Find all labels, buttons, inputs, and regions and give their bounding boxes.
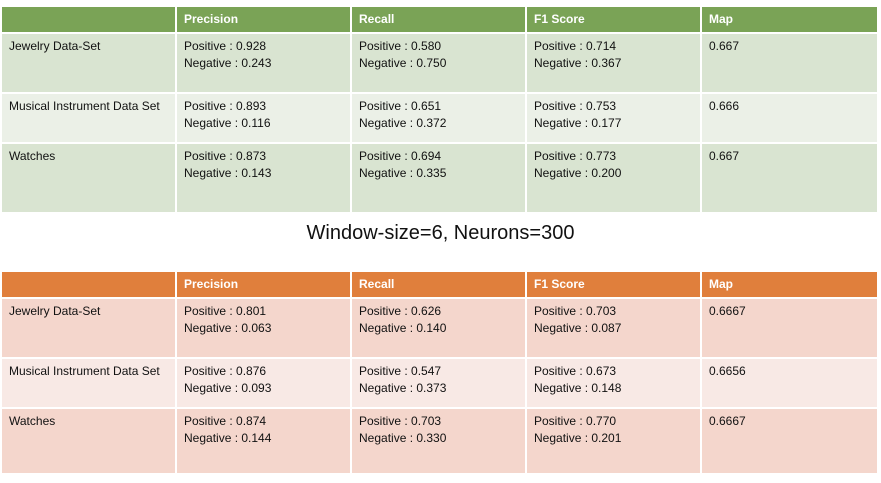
recall-positive: Positive : 0.547 (359, 364, 442, 378)
header-f1-score: F1 Score (525, 5, 702, 34)
recall-positive: Positive : 0.694 (359, 149, 442, 163)
map-cell: 0.667 (700, 142, 879, 214)
recall-positive: Positive : 0.703 (359, 414, 442, 428)
recall-positive: Positive : 0.626 (359, 304, 442, 318)
f1-negative: Negative : 0.200 (534, 166, 622, 180)
f1-positive: Positive : 0.714 (534, 39, 617, 53)
recall-cell: Positive : 0.626 Negative : 0.140 (350, 297, 527, 359)
dataset-name: Jewelry Data-Set (0, 297, 177, 359)
recall-negative: Negative : 0.140 (359, 321, 447, 335)
table-row: Musical Instrument Data Set Positive : 0… (0, 357, 879, 409)
precision-negative: Negative : 0.116 (184, 116, 271, 130)
f1-negative: Negative : 0.087 (534, 321, 622, 335)
precision-cell: Positive : 0.928 Negative : 0.243 (175, 32, 352, 94)
precision-cell: Positive : 0.873 Negative : 0.143 (175, 142, 352, 214)
header-cell-empty (0, 5, 177, 34)
dataset-name: Watches (0, 407, 177, 475)
f1-positive: Positive : 0.703 (534, 304, 617, 318)
header-map: Map (700, 5, 879, 34)
header-cell-empty (0, 270, 177, 299)
recall-negative: Negative : 0.330 (359, 431, 447, 445)
recall-cell: Positive : 0.547 Negative : 0.373 (350, 357, 527, 409)
recall-negative: Negative : 0.373 (359, 381, 447, 395)
map-cell: 0.6656 (700, 357, 879, 409)
f1-positive: Positive : 0.770 (534, 414, 617, 428)
precision-positive: Positive : 0.876 (184, 364, 267, 378)
precision-positive: Positive : 0.874 (184, 414, 267, 428)
precision-negative: Negative : 0.093 (184, 381, 272, 395)
header-row: Precision Recall F1 Score Map (0, 5, 879, 34)
recall-cell: Positive : 0.694 Negative : 0.335 (350, 142, 527, 214)
precision-cell: Positive : 0.801 Negative : 0.063 (175, 297, 352, 359)
recall-cell: Positive : 0.651 Negative : 0.372 (350, 92, 527, 144)
dataset-name: Musical Instrument Data Set (0, 357, 177, 409)
recall-positive: Positive : 0.651 (359, 99, 442, 113)
map-cell: 0.667 (700, 32, 879, 94)
precision-negative: Negative : 0.143 (184, 166, 272, 180)
table-row: Musical Instrument Data Set Positive : 0… (0, 92, 879, 144)
precision-cell: Positive : 0.876 Negative : 0.093 (175, 357, 352, 409)
precision-cell: Positive : 0.874 Negative : 0.144 (175, 407, 352, 475)
f1-cell: Positive : 0.773 Negative : 0.200 (525, 142, 702, 214)
recall-cell: Positive : 0.580 Negative : 0.750 (350, 32, 527, 94)
f1-negative: Negative : 0.201 (534, 431, 622, 445)
dataset-name: Watches (0, 142, 177, 214)
header-row: Precision Recall F1 Score Map (0, 270, 879, 299)
results-table-1: Precision Recall F1 Score Map Jewelry Da… (0, 5, 879, 214)
header-precision: Precision (175, 270, 352, 299)
f1-cell: Positive : 0.753 Negative : 0.177 (525, 92, 702, 144)
f1-negative: Negative : 0.367 (534, 56, 622, 70)
recall-cell: Positive : 0.703 Negative : 0.330 (350, 407, 527, 475)
precision-negative: Negative : 0.063 (184, 321, 272, 335)
f1-cell: Positive : 0.703 Negative : 0.087 (525, 297, 702, 359)
precision-positive: Positive : 0.801 (184, 304, 267, 318)
f1-negative: Negative : 0.148 (534, 381, 622, 395)
f1-positive: Positive : 0.673 (534, 364, 617, 378)
precision-positive: Positive : 0.893 (184, 99, 267, 113)
map-cell: 0.6667 (700, 297, 879, 359)
recall-negative: Negative : 0.335 (359, 166, 447, 180)
caption: Window-size=6, Neurons=300 (306, 222, 575, 244)
recall-positive: Positive : 0.580 (359, 39, 442, 53)
table-row: Watches Positive : 0.874 Negative : 0.144… (0, 407, 879, 475)
f1-cell: Positive : 0.673 Negative : 0.148 (525, 357, 702, 409)
recall-negative: Negative : 0.750 (359, 56, 447, 70)
table-row: Watches Positive : 0.873 Negative : 0.143… (0, 142, 879, 214)
header-f1-score: F1 Score (525, 270, 702, 299)
f1-positive: Positive : 0.773 (534, 149, 617, 163)
f1-cell: Positive : 0.770 Negative : 0.201 (525, 407, 702, 475)
recall-negative: Negative : 0.372 (359, 116, 447, 130)
precision-negative: Negative : 0.243 (184, 56, 272, 70)
precision-negative: Negative : 0.144 (184, 431, 272, 445)
table-row: Jewelry Data-Set Positive : 0.928 Negativ… (0, 32, 879, 94)
header-recall: Recall (350, 5, 527, 34)
table-row: Jewelry Data-Set Positive : 0.801 Negativ… (0, 297, 879, 359)
header-recall: Recall (350, 270, 527, 299)
header-precision: Precision (175, 5, 352, 34)
header-map: Map (700, 270, 879, 299)
precision-positive: Positive : 0.928 (184, 39, 267, 53)
dataset-name: Jewelry Data-Set (0, 32, 177, 94)
map-cell: 0.6667 (700, 407, 879, 475)
f1-negative: Negative : 0.177 (534, 116, 622, 130)
precision-positive: Positive : 0.873 (184, 149, 267, 163)
results-table-2: Precision Recall F1 Score Map Jewelry Da… (0, 270, 879, 475)
dataset-name: Musical Instrument Data Set (0, 92, 177, 144)
map-cell: 0.666 (700, 92, 879, 144)
f1-positive: Positive : 0.753 (534, 99, 617, 113)
f1-cell: Positive : 0.714 Negative : 0.367 (525, 32, 702, 94)
precision-cell: Positive : 0.893 Negative : 0.116 (175, 92, 352, 144)
